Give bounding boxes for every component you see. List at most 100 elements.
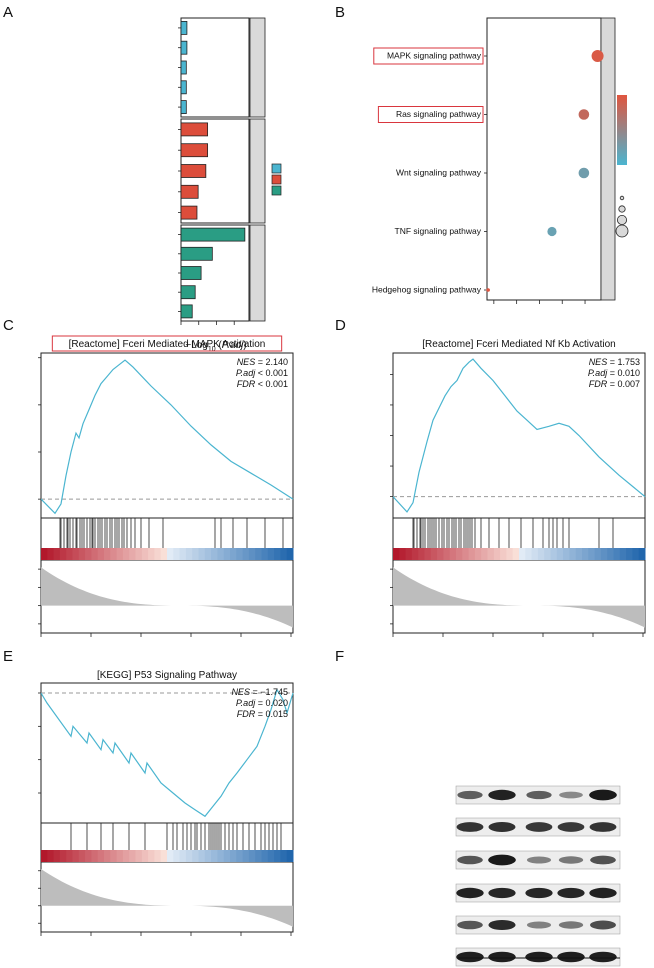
size-legend-circle	[619, 195, 625, 201]
bar	[180, 143, 209, 158]
rank-color-cell	[72, 850, 80, 862]
rank-color-cell	[230, 850, 237, 862]
size-legend-circle	[618, 205, 626, 213]
rank-color-cell	[544, 548, 551, 560]
facet-strip	[249, 118, 266, 224]
facet-strip	[600, 17, 616, 301]
rank-color-cell	[607, 548, 614, 560]
rank-color-cell	[230, 548, 237, 560]
rank-color-cell	[148, 850, 155, 862]
rank-color-cell	[399, 548, 407, 560]
chart-title: [KEGG] P53 Signaling Pathway	[97, 670, 237, 681]
bar	[180, 285, 196, 300]
blot-band	[557, 822, 585, 832]
rank-color-cell	[632, 548, 640, 560]
rank-color-cell	[286, 850, 294, 862]
rank-color-cell	[41, 548, 48, 560]
stat-line: FDR < 0.001	[237, 379, 288, 389]
chart-title: [Reactome] Fceri Mediated Nf Kb Activati…	[422, 339, 615, 350]
rank-color-cell	[594, 548, 602, 560]
bar	[180, 122, 209, 137]
legend-swatch-cc	[271, 174, 282, 185]
bar	[180, 60, 187, 75]
blot-band	[456, 822, 484, 832]
rank-color-cell	[500, 548, 507, 560]
legend-swatch-bp	[271, 163, 282, 174]
data-point	[578, 109, 590, 120]
rank-color-cell	[424, 548, 432, 560]
rank-color-cell	[474, 548, 482, 560]
blot-band	[525, 887, 553, 899]
rank-color-cell	[66, 548, 73, 560]
running-score-line	[40, 359, 294, 515]
rank-color-cell	[531, 548, 539, 560]
panel-label-e: E	[3, 648, 13, 665]
stat-line: NES = −1.745	[231, 687, 288, 697]
rank-color-cell	[59, 548, 67, 560]
color-bar	[617, 95, 627, 165]
rank-color-cell	[525, 548, 533, 560]
rank-color-cell	[116, 548, 124, 560]
size-legend-circle	[617, 214, 628, 225]
ranked-metric-area	[41, 869, 293, 927]
rank-color-cell	[211, 850, 218, 862]
rank-color-cell	[85, 850, 92, 862]
blot-band	[456, 887, 484, 899]
rank-color-cell	[192, 548, 199, 560]
stat-line: NES = 1.753	[589, 357, 640, 367]
rank-color-cell	[487, 548, 495, 560]
rank-color-cell	[59, 850, 67, 862]
rank-color-cell	[619, 548, 627, 560]
rank-color-cell	[53, 850, 61, 862]
rank-color-cell	[179, 850, 187, 862]
rank-color-cell	[97, 548, 105, 560]
rank-color-cell	[280, 548, 288, 560]
rank-color-cell	[261, 548, 269, 560]
rank-color-cell	[47, 850, 55, 862]
blot-band	[589, 887, 617, 899]
rank-color-cell	[550, 548, 558, 560]
rank-color-cell	[236, 850, 244, 862]
blot-band	[456, 951, 484, 963]
rank-color-cell	[122, 850, 130, 862]
x-axis-label: −Log10 (P.adj)	[185, 340, 246, 353]
rank-color-cell	[160, 548, 168, 560]
bar	[180, 100, 187, 114]
panel-label-f: F	[335, 648, 344, 665]
rank-color-cell	[198, 548, 206, 560]
pathway-label: Wnt signaling pathway	[396, 167, 482, 177]
blot-band	[558, 921, 584, 929]
panel-label-b: B	[335, 4, 345, 21]
blot-band	[488, 887, 516, 899]
rank-color-cell	[91, 850, 99, 862]
stat-line: FDR = 0.007	[589, 379, 640, 389]
rank-color-cell	[154, 850, 162, 862]
rank-color-cell	[563, 548, 570, 560]
ranked-metric-area	[41, 567, 293, 628]
rank-color-cell	[286, 548, 294, 560]
rank-color-cell	[248, 548, 256, 560]
rank-color-cell	[192, 850, 199, 862]
bar	[180, 304, 193, 319]
blot-band	[525, 822, 553, 832]
facet-strip	[249, 224, 266, 322]
rank-color-cell	[217, 850, 225, 862]
plot-frame	[486, 17, 602, 301]
running-score-line	[40, 688, 294, 818]
rank-color-cell	[267, 548, 275, 560]
rank-color-cell	[437, 548, 444, 560]
rank-color-cell	[85, 548, 92, 560]
rank-color-cell	[449, 548, 457, 560]
blot-band	[589, 951, 617, 963]
rank-color-cell	[141, 548, 149, 560]
rank-color-cell	[223, 850, 231, 862]
blot-band	[590, 920, 616, 930]
data-point	[578, 167, 590, 179]
pathway-label: MAPK signaling pathway	[387, 50, 482, 60]
blot-band	[457, 790, 483, 800]
es-plot-frame	[40, 682, 294, 824]
rank-color-cell	[141, 850, 149, 862]
rank-color-cell	[41, 850, 48, 862]
rank-color-cell	[160, 850, 168, 862]
es-plot-frame	[40, 352, 294, 519]
